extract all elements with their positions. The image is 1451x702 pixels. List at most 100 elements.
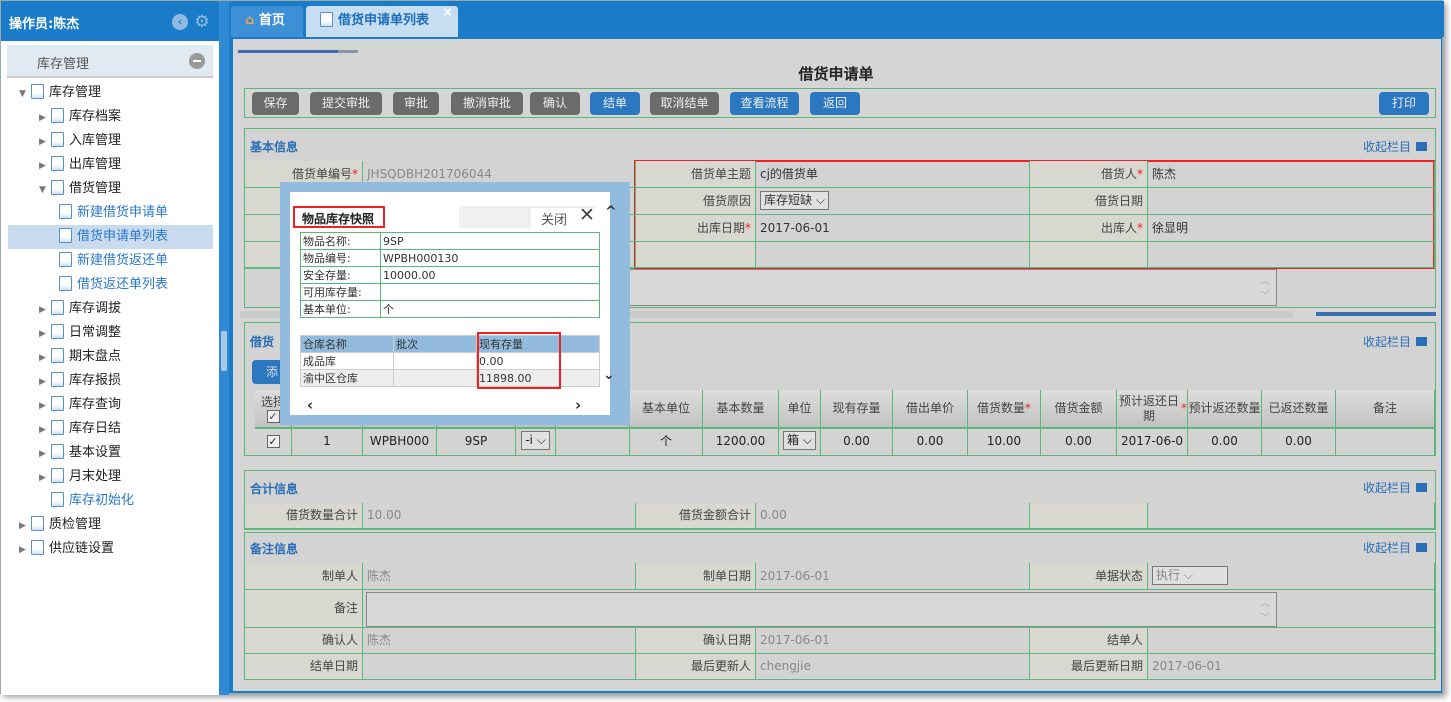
sidebar-item[interactable]: ▶ 入库管理	[39, 129, 121, 153]
horizontal-scrollbar[interactable]	[240, 311, 1293, 318]
row-checkbox[interactable]: ✓	[266, 435, 280, 448]
tab-loan-list[interactable]: 借货申请单列表 ×	[306, 5, 458, 37]
document-icon	[51, 108, 64, 123]
toolbar-button[interactable]: 撤消审批	[451, 92, 523, 115]
close-date-value	[363, 654, 636, 680]
sidebar-item[interactable]: 新建借货申请单	[59, 201, 168, 225]
sidebar-item[interactable]: 借货申请单列表	[8, 225, 213, 249]
caret-right-icon[interactable]: ▶	[39, 161, 46, 171]
sidebar-item[interactable]: ▶ 库存调拔	[39, 297, 121, 321]
sidebar-item-label: 质检管理	[49, 517, 102, 532]
collapse-icon[interactable]	[189, 53, 205, 69]
module-header[interactable]: 库存管理	[7, 45, 213, 78]
label: 借货金额合计	[636, 503, 756, 529]
toolbar-button[interactable]: 审批	[393, 92, 439, 115]
caret-right-icon[interactable]: ▶	[19, 545, 26, 555]
reason-select[interactable]: 库存短缺 ⌵	[756, 188, 1030, 215]
column-header: 现有存量	[476, 335, 600, 353]
sidebar-item[interactable]: ▶ 质检管理	[19, 513, 101, 537]
borrower-value[interactable]: 陈杰	[1148, 161, 1435, 188]
toolbar-button[interactable]: 查看流程	[730, 92, 799, 115]
document-icon	[59, 228, 72, 243]
sidebar-item[interactable]: ▶ 库存档案	[39, 105, 121, 129]
sidebar-item[interactable]: 借货返还单列表	[59, 273, 168, 297]
caret-down-icon[interactable]: ▼	[19, 89, 26, 99]
table-cell: 2017-06-0	[1117, 428, 1188, 455]
unit-dropdown[interactable]: -i ⌵	[521, 431, 550, 450]
collapse-detail-button[interactable]: 收起栏目	[1363, 333, 1427, 350]
sidebar-item[interactable]: ▶ 基本设置	[39, 441, 121, 465]
label: 出库日期*	[636, 215, 756, 242]
toolbar-button[interactable]: 确认	[530, 92, 580, 115]
sidebar-item[interactable]: ▼ 库存管理	[19, 81, 101, 105]
out-person-value[interactable]: 徐显明	[1148, 215, 1435, 242]
caret-right-icon[interactable]: ▶	[39, 401, 46, 411]
caret-right-icon[interactable]: ▶	[39, 137, 46, 147]
total-amount-value: 0.00	[756, 503, 1030, 529]
tab-home[interactable]: ⌂ 首页	[231, 6, 303, 37]
close-icon[interactable]: ✕	[579, 204, 595, 226]
out-date-value[interactable]: 2017-06-01	[756, 215, 1030, 242]
close-popup-button[interactable]: 关闭 ✕	[459, 204, 597, 228]
collapse-totals-button[interactable]: 收起栏目	[1363, 479, 1427, 496]
sidebar-item[interactable]: ▶ 库存查询	[39, 393, 121, 417]
sidebar-item[interactable]: ▶ 日常调整	[39, 321, 121, 345]
label: 借货数量合计	[245, 503, 363, 529]
sidebar-item[interactable]: ▶ 期末盘点	[39, 345, 121, 369]
collapse-sidebar-icon[interactable]: ‹	[172, 14, 188, 30]
toolbar-button[interactable]: 取消结单	[650, 92, 719, 115]
reason-dropdown[interactable]: 库存短缺 ⌵	[760, 191, 829, 210]
table-cell[interactable]: ✓	[255, 428, 292, 455]
sidebar-item[interactable]: ▶ 库存日结	[39, 417, 121, 441]
sidebar-item-label: 库存报损	[69, 373, 122, 388]
gear-icon[interactable]: ⚙	[194, 12, 210, 32]
scroll-right-icon[interactable]: ›	[575, 396, 582, 414]
section-title: 借货	[250, 335, 275, 349]
toolbar-button[interactable]: 返回	[810, 92, 860, 115]
caret-right-icon[interactable]: ▶	[39, 473, 46, 483]
sidebar-item[interactable]: ▼ 借货管理	[39, 177, 121, 201]
scroll-down-icon[interactable]: ⌄	[603, 367, 615, 383]
collapse-remarks-button[interactable]: 收起栏目	[1363, 539, 1427, 556]
caret-right-icon[interactable]: ▶	[19, 521, 26, 531]
table-cell: 1200.00	[703, 428, 779, 455]
caret-right-icon[interactable]: ▶	[39, 305, 46, 315]
print-button[interactable]: 打印	[1379, 92, 1429, 115]
sidebar-item[interactable]: ▶ 供应链设置	[19, 537, 114, 561]
loan-date-value[interactable]	[1148, 188, 1435, 215]
sidebar-item[interactable]: ▶ 月末处理	[39, 465, 121, 489]
caret-right-icon[interactable]: ▶	[39, 425, 46, 435]
caret-right-icon[interactable]: ▶	[39, 329, 46, 339]
sidebar-item[interactable]: 库存初始化	[39, 489, 134, 513]
collapse-basic-button[interactable]: 收起栏目	[1363, 138, 1427, 155]
caret-right-icon[interactable]: ▶	[39, 353, 46, 363]
caret-right-icon[interactable]: ▶	[39, 113, 46, 123]
caret-right-icon[interactable]: ▶	[39, 377, 46, 387]
subject-value[interactable]: cj的借货单	[756, 161, 1030, 188]
toolbar-button[interactable]: 提交审批	[310, 92, 382, 115]
table-cell[interactable]: 箱 ⌵	[779, 428, 821, 455]
sidebar-item[interactable]: ▶ 出库管理	[39, 153, 121, 177]
scroll-up-icon[interactable]: ^	[605, 204, 617, 220]
label: 借货人*	[1030, 161, 1148, 188]
tab-label: 首页	[258, 13, 285, 28]
sidebar-item-label: 借货管理	[69, 181, 122, 196]
close-tab-icon[interactable]: ×	[442, 5, 453, 20]
unit-dropdown[interactable]: 箱 ⌵	[783, 431, 816, 450]
sidebar-item[interactable]: 新建借货返还单	[59, 249, 168, 273]
caret-down-icon[interactable]: ▼	[39, 185, 46, 195]
select-all-checkbox[interactable]: ✓	[266, 409, 280, 423]
caret-right-icon[interactable]: ▶	[39, 449, 46, 459]
toolbar-button[interactable]: 保存	[252, 92, 299, 115]
toolbar-button[interactable]: 结单	[590, 92, 640, 115]
splitter-handle[interactable]	[219, 1, 229, 695]
column-header: 借货金额	[1041, 390, 1117, 428]
column-header: 单位	[779, 390, 821, 428]
scroll-left-icon[interactable]: ‹	[307, 396, 314, 414]
table-cell[interactable]: -i ⌵	[516, 428, 556, 455]
status-dropdown[interactable]: 执行 ⌵	[1152, 566, 1228, 585]
table-cell: 10.00	[968, 428, 1041, 455]
remark-textarea[interactable]: ︿ ﹀	[366, 592, 1277, 627]
popup-title: 物品库存快照	[293, 206, 385, 228]
sidebar-item[interactable]: ▶ 库存报损	[39, 369, 121, 393]
